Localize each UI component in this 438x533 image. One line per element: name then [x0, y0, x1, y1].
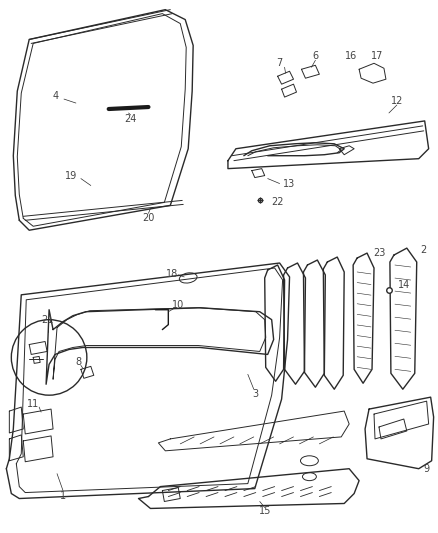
- Text: 18: 18: [166, 269, 178, 279]
- Text: 4: 4: [53, 91, 59, 101]
- Text: 7: 7: [276, 58, 283, 68]
- Text: 21: 21: [41, 314, 53, 325]
- Text: 17: 17: [371, 51, 383, 61]
- Text: 1: 1: [60, 490, 66, 500]
- Text: 19: 19: [65, 171, 77, 181]
- Text: 12: 12: [391, 96, 403, 106]
- Text: 9: 9: [424, 464, 430, 474]
- Text: 10: 10: [172, 300, 184, 310]
- Text: 20: 20: [142, 213, 155, 223]
- Text: 3: 3: [253, 389, 259, 399]
- Text: 8: 8: [76, 358, 82, 367]
- Text: 23: 23: [373, 248, 385, 258]
- Text: 24: 24: [124, 114, 137, 124]
- Text: 22: 22: [272, 197, 284, 207]
- Text: 16: 16: [345, 51, 357, 61]
- Text: 15: 15: [258, 506, 271, 516]
- Text: 13: 13: [283, 179, 296, 189]
- Text: 14: 14: [398, 280, 410, 290]
- Text: 11: 11: [27, 399, 39, 409]
- Text: 6: 6: [312, 51, 318, 61]
- Text: 2: 2: [420, 245, 427, 255]
